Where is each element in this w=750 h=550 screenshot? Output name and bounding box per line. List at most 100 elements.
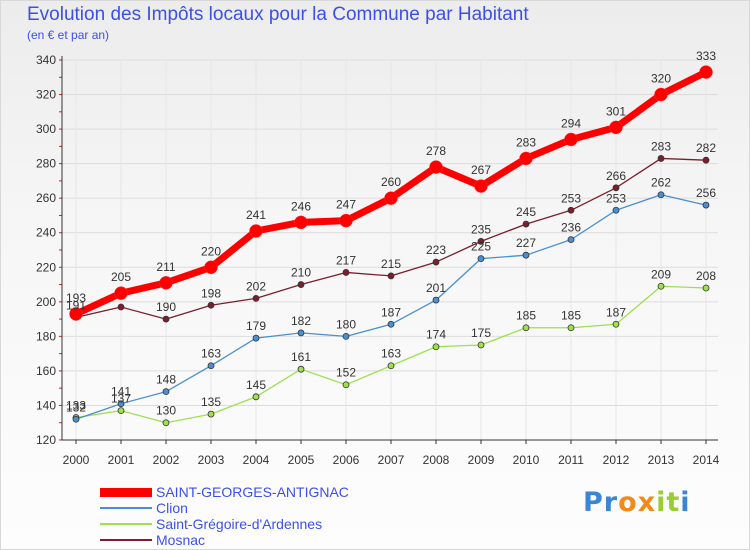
data-point [477,341,485,349]
data-point [612,320,620,328]
data-point [657,155,665,162]
logo-letter: i [680,487,691,518]
data-label: 185 [561,309,581,323]
data-point [162,315,170,323]
y-tick-label: 160 [36,364,56,378]
data-label: 320 [651,72,671,86]
data-label: 245 [516,205,536,219]
data-point [252,334,260,342]
data-label: 294 [561,116,581,130]
data-label: 267 [471,163,491,177]
legend-label: Saint-Grégoire-d'Ardennes [156,516,323,532]
data-point [252,294,260,302]
data-point [162,419,170,427]
x-tick-label: 2012 [603,453,630,467]
data-label: 260 [381,175,401,189]
x-tick-label: 2010 [513,453,540,467]
data-point [342,381,350,389]
y-tick-label: 200 [36,295,56,309]
data-point [387,272,395,280]
y-tick-label: 180 [36,329,56,343]
data-point [702,284,710,292]
data-label: 246 [291,199,311,213]
data-label: 215 [381,257,401,271]
data-label: 137 [111,392,131,406]
data-point [429,160,443,174]
legend-label: Clion [156,500,188,516]
x-tick-label: 2002 [153,453,180,467]
data-point [432,296,440,304]
data-point [69,307,83,321]
data-point [477,255,485,263]
data-label: 193 [66,291,86,305]
proxiti-logo: Proxiti [583,487,691,518]
data-point [117,407,125,415]
data-label: 223 [426,243,446,257]
y-tick-label: 280 [36,157,56,171]
data-point [207,301,215,309]
logo-letter: t [666,487,681,518]
data-label: 225 [471,240,491,254]
data-point [567,206,575,214]
data-label: 174 [426,328,446,342]
data-point [612,206,620,214]
data-label: 253 [561,191,581,205]
data-label: 220 [201,244,221,258]
data-label: 217 [336,253,356,267]
legend-item: Clion [100,500,349,516]
data-point [114,286,128,300]
data-label: 256 [696,186,716,200]
data-label: 301 [606,104,626,118]
data-point [252,393,260,401]
data-point [297,281,305,288]
data-label: 227 [516,236,536,250]
x-tick-label: 2000 [63,453,90,467]
data-point [117,303,125,311]
data-point [612,184,620,192]
data-label: 148 [156,373,176,387]
data-point [294,215,308,230]
data-label: 132 [66,400,86,414]
data-label: 187 [381,305,401,319]
data-label: 163 [381,347,401,361]
data-label: 201 [426,281,446,295]
data-point [564,132,578,147]
data-point [297,365,305,373]
legend-swatch [100,523,152,525]
legend-label: Mosnac [156,532,206,548]
y-tick-label: 260 [36,191,56,205]
data-label: 133 [66,399,86,413]
legend: SAINT-GEORGES-ANTIGNAC Clion Saint-Grégoir… [100,484,349,548]
data-point [384,191,398,205]
chart-subtitle: (en € et par an) [27,28,110,42]
data-label: 283 [651,139,671,153]
data-label: 180 [336,317,356,331]
data-point [339,213,353,228]
data-point [387,320,395,328]
x-tick-label: 2009 [468,453,495,467]
data-point [657,191,665,199]
x-tick-label: 2007 [378,453,405,467]
axes: 120 140 160 180 200 220 240 260 280 300 320 340 2000… [36,53,720,467]
x-tick-label: 2006 [333,453,360,467]
series-lines [69,65,713,427]
x-tick-label: 2001 [108,453,135,467]
data-label: 182 [291,314,311,328]
data-point [72,415,80,423]
y-tick-label: 340 [36,53,56,67]
data-point [522,251,530,259]
data-point [657,282,665,290]
data-point [522,324,530,332]
data-label: 278 [426,144,446,158]
data-labels: 191 190 198 202 210 217 215 223 235 245 253 266 283 2… [66,49,716,418]
data-label: 141 [111,385,131,399]
legend-swatch [100,507,152,509]
chart-title: Evolution des Impôts locaux pour la Comm… [27,4,529,25]
data-point [207,410,215,418]
y-tick-label: 240 [36,226,56,240]
data-point [654,87,668,102]
data-point [162,388,170,396]
data-label: 283 [516,135,536,149]
y-tick-label: 140 [36,398,56,412]
